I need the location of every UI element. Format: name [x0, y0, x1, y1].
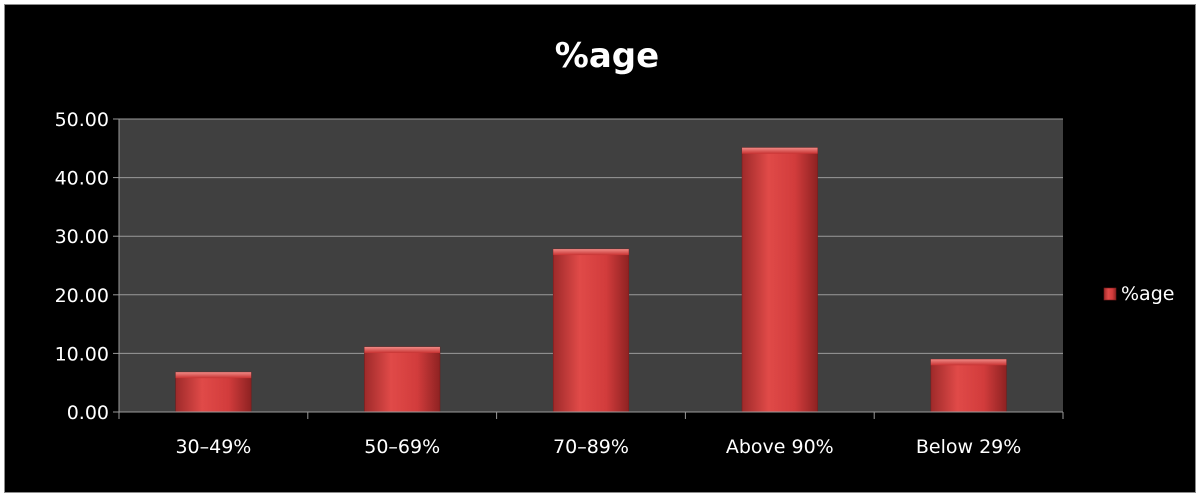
bar: [930, 358, 1007, 413]
y-tick-label: 20.00: [55, 285, 109, 307]
x-tick-label: 50–69%: [364, 436, 440, 458]
bar: [364, 346, 441, 413]
x-tick-label: Above 90%: [726, 436, 834, 458]
bar: [552, 248, 630, 413]
x-tick-label: 30–49%: [175, 436, 251, 458]
y-tick-label: 10.00: [55, 343, 109, 365]
chart-frame: %age 0.00 10.00 20.00 30.00 40.00 50.00 30–49%…: [4, 4, 1196, 493]
y-tick-label: 0.00: [67, 402, 109, 424]
y-tick-label: 50.00: [55, 109, 109, 131]
legend-label: %age: [1121, 283, 1174, 305]
x-tick-label: 70–89%: [553, 436, 629, 458]
legend: %age: [1103, 283, 1174, 305]
y-tick-label: 40.00: [55, 168, 109, 190]
legend-swatch: [1103, 287, 1117, 301]
bar-chart: %age 0.00 10.00 20.00 30.00 40.00 50.00 30–49%…: [55, 36, 1175, 458]
y-tick-label: 30.00: [55, 226, 109, 248]
bar: [741, 147, 818, 413]
bar: [175, 371, 252, 413]
x-tick-label: Below 29%: [916, 436, 1021, 458]
chart-title: %age: [555, 36, 659, 76]
